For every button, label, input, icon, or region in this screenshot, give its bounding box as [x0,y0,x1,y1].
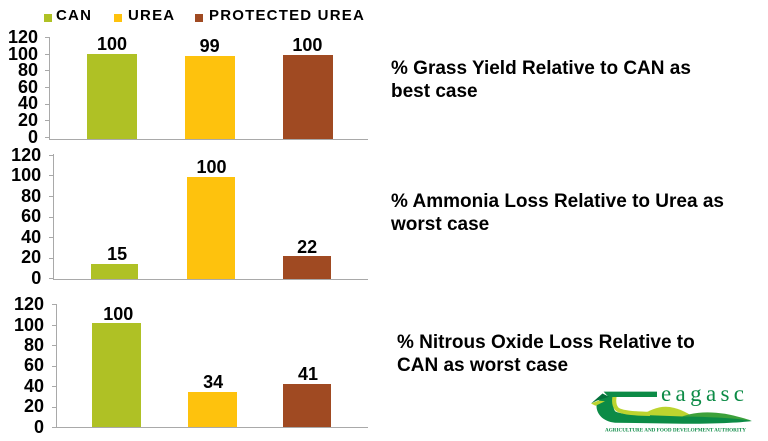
svg-text:eagasc: eagasc [661,381,744,406]
svg-text:AGRICULTURE AND FOOD DEVELOPME: AGRICULTURE AND FOOD DEVELOPMENT AUTHORI… [605,427,746,433]
